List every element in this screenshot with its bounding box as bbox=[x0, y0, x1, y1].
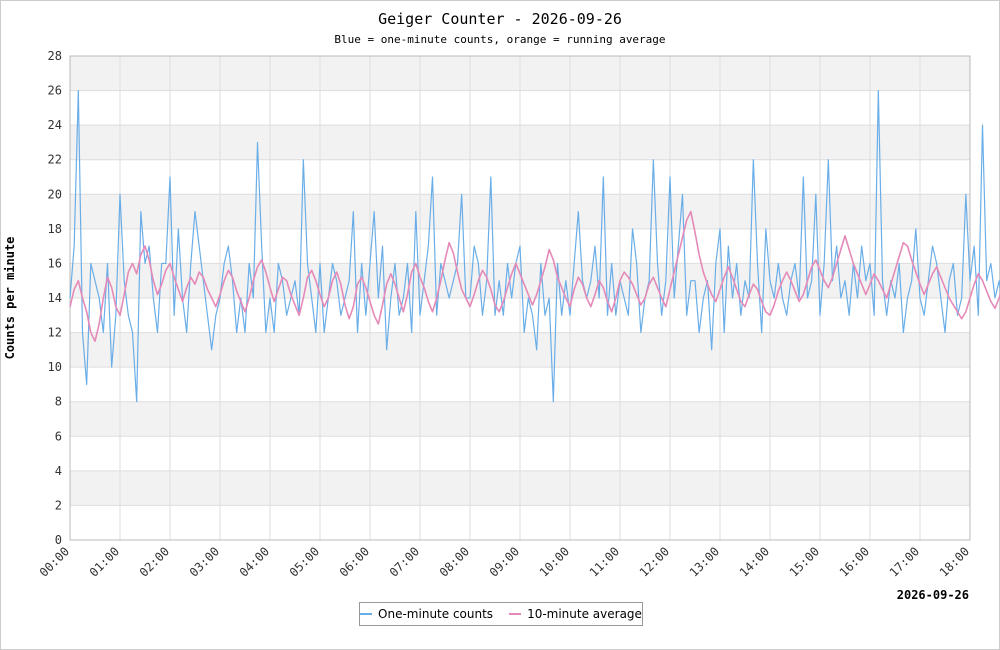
x-tick-label: 10:00 bbox=[537, 544, 572, 579]
x-tick-label: 09:00 bbox=[487, 544, 522, 579]
legend-label-average: 10-minute average bbox=[527, 607, 642, 621]
date-label: 2026-09-26 bbox=[897, 588, 969, 602]
series-line-average bbox=[69, 210, 1000, 343]
y-tick-label: 22 bbox=[48, 153, 62, 167]
y-tick-label: 24 bbox=[48, 118, 62, 132]
y-tick-label: 20 bbox=[48, 187, 62, 201]
y-tick-label: 2 bbox=[55, 498, 62, 512]
x-tick-label: 15:00 bbox=[787, 544, 822, 579]
y-tick-label: 28 bbox=[48, 49, 62, 63]
y-tick-label: 0 bbox=[55, 533, 62, 547]
x-tick-label: 16:00 bbox=[837, 544, 872, 579]
x-axis-ticks: 00:00 01:00 02:00 03:00 04:00 05:00 06:00 07:00… bbox=[37, 544, 972, 579]
x-tick-label: 11:00 bbox=[587, 544, 622, 579]
y-tick-label: 18 bbox=[48, 222, 62, 236]
y-tick-label: 8 bbox=[55, 395, 62, 409]
x-tick-label: 05:00 bbox=[287, 544, 322, 579]
plot-series bbox=[69, 89, 1000, 403]
y-tick-label: 10 bbox=[48, 360, 62, 374]
x-tick-label: 03:00 bbox=[187, 544, 222, 579]
x-tick-label: 02:00 bbox=[137, 544, 172, 579]
y-tick-label: 14 bbox=[48, 291, 62, 305]
x-tick-label: 08:00 bbox=[437, 544, 472, 579]
chart-title: Geiger Counter - 2026-09-26 bbox=[378, 10, 622, 28]
y-tick-label: 12 bbox=[48, 326, 62, 340]
x-tick-label: 06:00 bbox=[337, 544, 372, 579]
x-tick-label: 14:00 bbox=[737, 544, 772, 579]
x-tick-label: 13:00 bbox=[687, 544, 722, 579]
x-tick-label: 00:00 bbox=[37, 544, 72, 579]
legend-item-average: 10-minute average bbox=[509, 607, 642, 621]
legend-label-counts: One-minute counts bbox=[378, 607, 494, 621]
x-tick-label: 18:00 bbox=[937, 544, 972, 579]
chart-subtitle: Blue = one-minute counts, orange = runni… bbox=[334, 33, 665, 46]
y-tick-label: 6 bbox=[55, 429, 62, 443]
x-tick-label: 01:00 bbox=[87, 544, 122, 579]
x-tick-label: 04:00 bbox=[237, 544, 272, 579]
legend-item-counts: One-minute counts bbox=[360, 607, 493, 621]
y-tick-label: 4 bbox=[55, 464, 62, 478]
y-tick-label: 26 bbox=[48, 84, 62, 98]
legend-swatch-counts bbox=[360, 613, 373, 615]
x-tick-label: 12:00 bbox=[637, 544, 672, 579]
x-tick-label: 17:00 bbox=[887, 544, 922, 579]
x-tick-label: 07:00 bbox=[387, 544, 422, 579]
y-tick-label: 16 bbox=[48, 256, 62, 270]
series-line-counts bbox=[69, 89, 1000, 403]
legend: One-minute counts 10-minute average bbox=[359, 602, 643, 626]
legend-swatch-average bbox=[509, 613, 522, 615]
y-axis-label: Counts per minute bbox=[3, 237, 17, 360]
